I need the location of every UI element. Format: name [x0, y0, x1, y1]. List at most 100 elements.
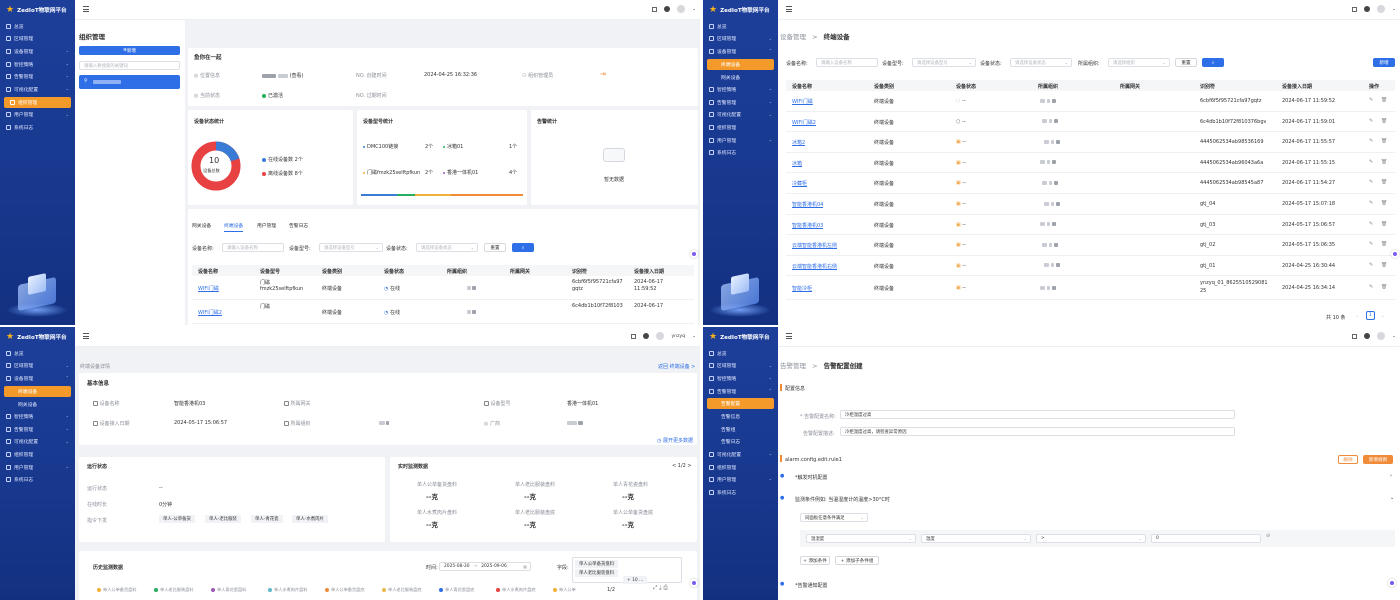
menu-item[interactable]: 告警管理 ⌄ [0, 423, 75, 436]
cond-attr-select[interactable]: 温度 ⌄ [921, 534, 1031, 543]
device-name-link[interactable]: 智能冷柜 [792, 286, 813, 293]
menu-item[interactable]: 智控策略 ⌄ [0, 410, 75, 423]
menu-item[interactable]: 系统日志 [0, 473, 75, 486]
back-link[interactable]: 返回 终端设备 > [658, 364, 696, 370]
date-range-picker[interactable]: 2025-08-30 → 2025-09-06 ▦ [439, 562, 531, 571]
device-model-select[interactable]: 请选择设备型号 ⌄ [912, 58, 976, 67]
menu-item[interactable]: 告警信息 [703, 410, 778, 423]
legend-item[interactable]: 单人老比服装盘底 [382, 587, 422, 593]
fullscreen-icon[interactable] [1352, 333, 1358, 339]
menu-item[interactable]: 智控策略 ⌄ [0, 58, 75, 71]
cmd-button[interactable]: 单人-公单备货 [159, 515, 195, 523]
chevron-down-icon[interactable]: ⌄ [1392, 6, 1396, 12]
menu-item[interactable]: 网关设备 [703, 71, 778, 84]
menu-item[interactable]: 可视化配置 ⌄ [703, 448, 778, 461]
menu-item[interactable]: 组织管理 [703, 461, 778, 474]
fullscreen-icon[interactable] [631, 333, 637, 339]
chevron-right-icon[interactable]: › [1390, 473, 1392, 479]
chevron-down-icon[interactable]: ⌄ [1392, 333, 1396, 339]
edit-icon[interactable]: ✎ [1369, 97, 1374, 103]
remove-condition-icon[interactable]: ⊖ [1266, 533, 1271, 539]
device-name-link[interactable]: WIFI门磁 [792, 99, 813, 105]
menu-item[interactable]: 告警组 [703, 423, 778, 436]
edit-icon[interactable]: ✎ [1369, 220, 1374, 227]
add-device-button[interactable]: 新增 [1373, 58, 1395, 67]
delete-icon[interactable]: 🗑 [1381, 158, 1388, 165]
menu-item[interactable]: 用户管理 ⌄ [703, 134, 778, 147]
legend-item[interactable]: 单人公单 [553, 587, 576, 593]
menu-item[interactable]: 告警管理 ⌄ [703, 96, 778, 109]
delete-icon[interactable]: 🗑 [1381, 284, 1388, 291]
device-name-input[interactable]: 请输入设备名称 [816, 58, 878, 67]
add-subgroup-button[interactable]: + 添加子条件组 [835, 556, 879, 565]
device-status-select[interactable]: 请选择设备状态 ⌄ [1010, 58, 1072, 67]
search-button[interactable]: ⌕ [512, 243, 534, 252]
menu-item[interactable]: 总览 [0, 20, 75, 33]
enter-icon[interactable]: ⇥ [600, 70, 606, 78]
menu-item[interactable]: 设备管理 ⌄ [0, 45, 75, 58]
cond-value-input[interactable]: 0 [1151, 534, 1261, 543]
legend-item[interactable]: 单人公单备货盘底 [325, 587, 365, 593]
language-icon[interactable] [1364, 333, 1371, 339]
tab-terminal[interactable]: 终端设备 [224, 222, 244, 232]
delete-icon[interactable]: 🗑 [1381, 179, 1388, 186]
trigger-title[interactable]: *触发时机配置 [795, 475, 828, 481]
legend-pager[interactable]: 1/2 [607, 587, 616, 593]
menu-item[interactable]: 系统日志 [0, 121, 75, 134]
username[interactable]: ynzyq [671, 333, 686, 339]
menu-item[interactable]: 组织管理 [4, 96, 71, 108]
avatar[interactable] [656, 332, 665, 340]
device-name-link[interactable]: 冷藏柜 [792, 181, 808, 188]
menu-item[interactable]: 用户管理 ⌄ [703, 473, 778, 486]
breadcrumb-parent[interactable]: 设备管理 [780, 33, 806, 41]
delete-icon[interactable]: 🗑 [1381, 138, 1388, 145]
menu-item[interactable]: 区域管理 [0, 33, 75, 46]
device-name-link[interactable]: 云端智能香港机左侧 [792, 243, 838, 250]
menu-item[interactable]: 系统日志 [703, 146, 778, 159]
delete-icon[interactable]: 🗑 [1381, 117, 1388, 124]
tree-node-selected[interactable]: ⚲ [79, 75, 180, 89]
prev-page-button[interactable]: ‹ [1356, 314, 1358, 320]
menu-item[interactable]: 总览 [703, 20, 778, 33]
delete-icon[interactable]: 🗑 [1381, 261, 1388, 268]
menu-item[interactable]: 告警管理 ⌄ [0, 70, 75, 83]
fullscreen-icon[interactable] [1352, 6, 1358, 12]
edit-icon[interactable]: ✎ [1369, 138, 1374, 145]
add-org-button[interactable]: ⊕ 新增 [79, 46, 180, 55]
legend-item[interactable]: 单人青花瓷盘底 [439, 587, 474, 593]
device-name-link[interactable]: 冰箱2 [792, 140, 806, 147]
search-button[interactable]: ⌕ [1202, 58, 1224, 67]
menu-item[interactable]: 告警管理 ⌃ [703, 385, 778, 398]
menu-item[interactable]: 区域管理 ⌄ [703, 360, 778, 373]
rt-pager[interactable]: < 1/2 > [672, 463, 692, 469]
menu-item[interactable]: 区域管理 ⌄ [703, 33, 778, 46]
menu-toggle-icon[interactable] [83, 333, 89, 339]
device-name-link[interactable]: 冰箱 [792, 160, 803, 167]
cmd-button[interactable]: 单人-老比服装 [205, 515, 241, 523]
field-chip[interactable]: 单人老比服装盘料 [575, 569, 619, 577]
edit-icon[interactable]: ✎ [1369, 117, 1374, 124]
menu-item[interactable]: 智控策略 ⌄ [703, 83, 778, 96]
cond-mode-select[interactable]: 同面板任意条件满足 ⌄ [800, 513, 868, 522]
tab-gateway[interactable]: 网关设备 [192, 224, 212, 229]
org-select[interactable]: 请选择组织 ⌄ [1108, 58, 1170, 67]
edit-icon[interactable]: ✎ [1369, 241, 1374, 248]
menu-item[interactable]: 告警日志 [703, 436, 778, 449]
edit-icon[interactable]: ✎ [1369, 158, 1374, 165]
menu-item[interactable]: 用户管理 ⌄ [0, 461, 75, 474]
field-select[interactable]: 单人公单备货盘料 单人老比服装盘料 + 10 ... [572, 557, 682, 584]
menu-item[interactable]: 可视化配置 ⌄ [703, 109, 778, 122]
device-name-link[interactable]: WIFI门磁2 [792, 119, 816, 126]
avatar[interactable] [677, 5, 686, 13]
device-name-link[interactable]: 智能香港机03 [792, 222, 824, 229]
cond-op-select[interactable]: > ⌄ [1036, 534, 1146, 543]
delete-icon[interactable]: 🗑 [1381, 241, 1388, 248]
device-name-input[interactable]: 请输入设备名称 [222, 243, 284, 252]
edit-icon[interactable]: ✎ [1369, 179, 1374, 186]
menu-item[interactable]: 组织管理 [0, 448, 75, 461]
language-icon[interactable] [1364, 6, 1371, 12]
menu-item[interactable]: 智控策略 ⌄ [703, 372, 778, 385]
next-page-button[interactable]: › [1382, 314, 1384, 320]
menu-item[interactable]: 组织管理 [703, 121, 778, 134]
device-name-link[interactable]: 智能香港机04 [792, 202, 824, 208]
